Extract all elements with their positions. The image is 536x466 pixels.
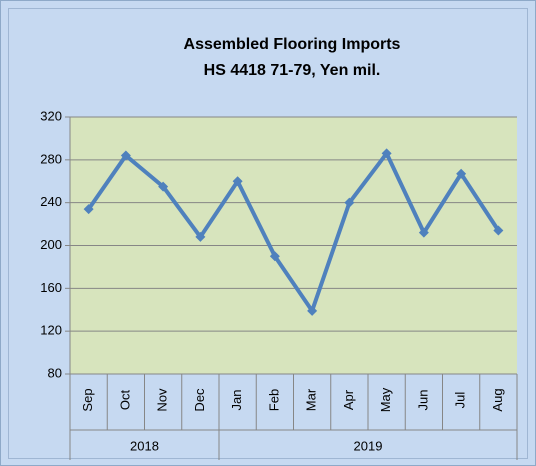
y-tick-label: 80	[48, 365, 62, 380]
y-tick-label: 200	[40, 237, 62, 252]
chart-subtitle: HS 4418 71-79, Yen mil.	[204, 62, 381, 79]
x-tick-label: Jun	[415, 390, 430, 411]
y-tick-label: 280	[40, 151, 62, 166]
chart-title: Assembled Flooring Imports	[184, 36, 401, 53]
marker	[120, 150, 131, 161]
x-tick-label: Mar	[304, 388, 319, 411]
marker	[269, 251, 280, 262]
marker	[195, 231, 206, 242]
x-tick-label: May	[378, 387, 393, 412]
series-line	[86, 151, 501, 313]
marker	[83, 204, 94, 215]
x-tick-label: Sep	[80, 388, 95, 411]
x-tick-label: Oct	[117, 390, 132, 411]
x-tick-label: Dec	[192, 388, 207, 412]
group-label: 2018	[130, 438, 159, 453]
marker	[418, 227, 429, 238]
x-tick-label: Nov	[155, 388, 170, 412]
marker	[232, 176, 243, 187]
y-tick-label: 320	[40, 108, 62, 123]
marker	[307, 305, 318, 316]
x-tick-label: Feb	[266, 389, 281, 411]
marker	[381, 148, 392, 159]
group-label: 2019	[354, 438, 383, 453]
x-tick-label: Jan	[229, 390, 244, 411]
marker	[456, 168, 467, 179]
y-tick-label: 120	[40, 323, 62, 338]
x-tick-label: Apr	[341, 389, 356, 410]
marker	[344, 197, 355, 208]
marker	[158, 181, 169, 192]
y-tick-label: 160	[40, 280, 62, 295]
chart-border	[8, 8, 528, 459]
marker	[493, 225, 504, 236]
y-tick-label: 240	[40, 194, 62, 209]
x-tick-label: Jul	[453, 392, 468, 409]
x-tick-label: Aug	[490, 388, 505, 411]
